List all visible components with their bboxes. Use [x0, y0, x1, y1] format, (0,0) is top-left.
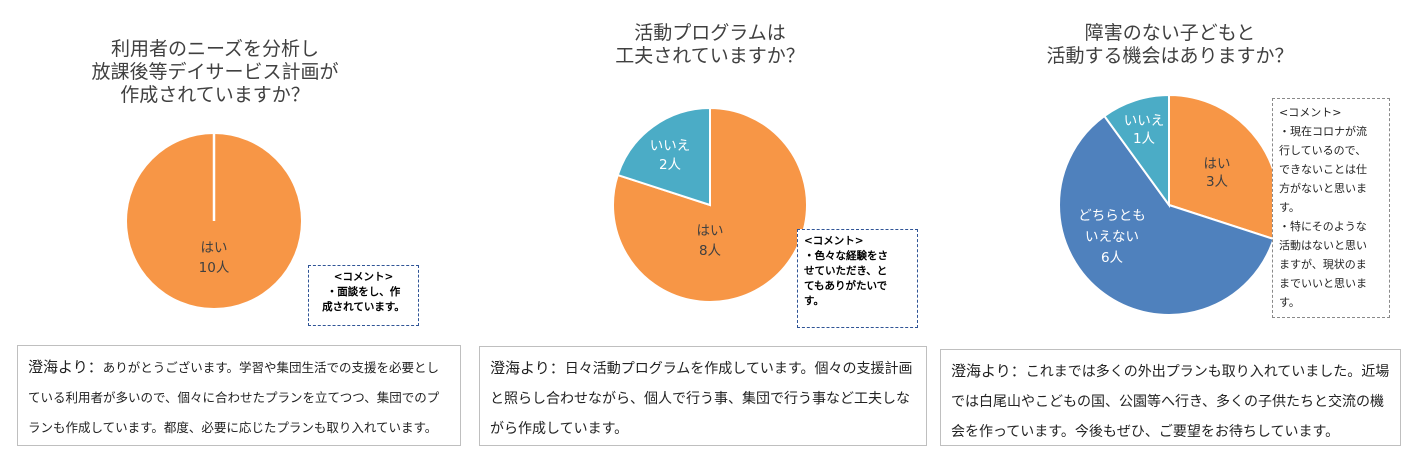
svg-text:はい: はい: [1204, 156, 1231, 172]
svg-text:8人: 8人: [699, 243, 722, 259]
reply-text: これまでは多くの外出プランも取り入れていました。近場では白尾山やこどもの国、公園…: [951, 364, 1390, 440]
comment-box-1: <コメント> ・面談をし、作 成されています。: [308, 265, 419, 326]
svg-text:いえない: いえない: [1085, 229, 1139, 245]
reply-text: ありがとうございます。学習や集団生活での支援を必要としている利用者が多いので、個…: [28, 360, 440, 435]
svg-text:3人: 3人: [1206, 174, 1229, 190]
reply-lead: 澄海より：: [490, 359, 565, 377]
svg-text:どちらとも: どちらとも: [1078, 208, 1146, 224]
chart-title-2: 活動プログラムは 工夫されていますか？: [615, 22, 805, 67]
slice-label-yes: はい: [201, 240, 228, 256]
svg-text:1人: 1人: [1133, 131, 1156, 147]
comment-box-3: <コメント> ・現在コロナが流 行しているので、 できないことは仕 方がないと思…: [1272, 98, 1390, 318]
svg-text:いいえ: いいえ: [650, 138, 691, 154]
pie-chart-3: いいえ 1人 はい 3人 どちらとも いえない 6人: [1058, 93, 1281, 316]
chart-title-1: 利用者のニーズを分析し 放課後等デイサービス計画が 作成されていますか？: [91, 38, 339, 106]
pie-slice-no: [616, 106, 711, 207]
slice-value-yes: 10人: [199, 260, 230, 276]
reply-box-2: 澄海より：日々活動プログラムを作成しています。個々の支援計画と照らし合わせながら…: [479, 346, 927, 446]
svg-text:6人: 6人: [1101, 250, 1124, 266]
pie-slice-no: [1102, 93, 1170, 209]
reply-box-1: 澄海より：ありがとうございます。学習や集団生活での支援を必要としている利用者が多…: [17, 345, 461, 446]
reply-lead: 澄海より：: [28, 358, 103, 376]
svg-text:2人: 2人: [659, 157, 682, 173]
chart-title-3: 障害のない子どもと 活動する機会はありますか？: [1046, 22, 1294, 67]
comment-box-2: <コメント> ・色々な経験をさ せていただき、と てもありがたいで す。: [797, 229, 918, 328]
pie-chart-1: はい 10人: [127, 134, 301, 308]
reply-box-3: 澄海より：これまでは多くの外出プランも取り入れていました。近場では白尾山やこども…: [940, 349, 1401, 446]
svg-text:はい: はい: [697, 223, 724, 239]
pie-chart-2: いいえ 2人 はい 8人: [612, 106, 808, 303]
reply-text: 日々活動プログラムを作成しています。個々の支援計画と照らし合わせながら、個人で行…: [490, 361, 913, 437]
reply-lead: 澄海より：: [951, 362, 1026, 380]
pie-slice-neither: [1058, 114, 1275, 316]
svg-text:いいえ: いいえ: [1124, 113, 1165, 129]
